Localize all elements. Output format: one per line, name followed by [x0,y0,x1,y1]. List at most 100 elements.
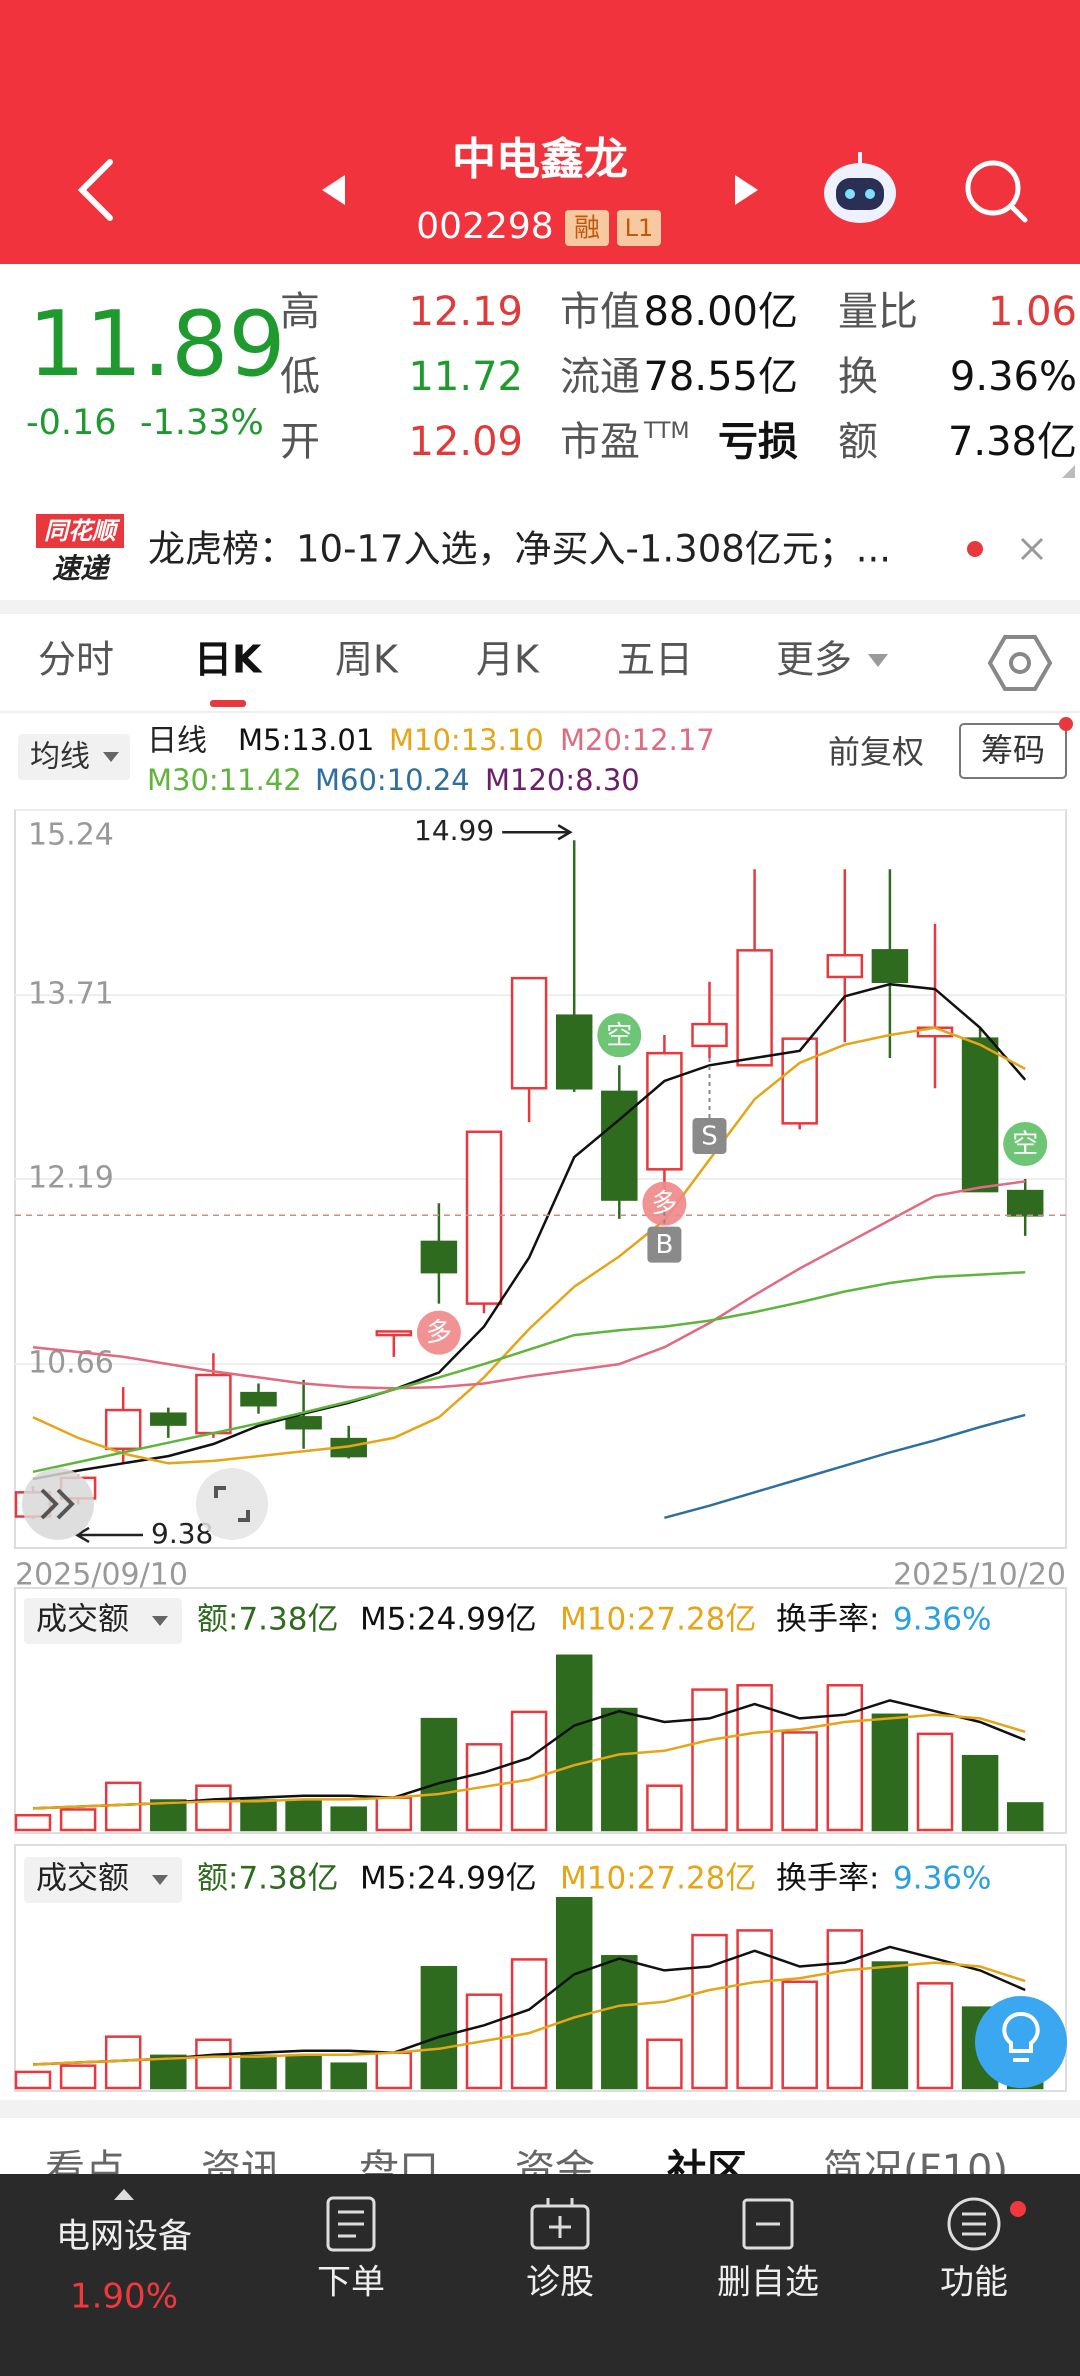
nav-item[interactable]: 功能 [940,2263,1008,2303]
news-dot [967,541,983,557]
y-tick-label: 15.24 [28,818,114,853]
volume-selector[interactable]: 成交额 [36,1602,129,1638]
sector-name[interactable]: 电网设备 [56,2217,192,2257]
signal-badge [1003,1122,1048,1166]
sector-arrow [114,2189,134,2200]
volume-bar [916,1732,954,1832]
chips-dot [1059,717,1073,731]
volume-bar [195,2038,232,2090]
candle-body [781,1037,818,1125]
volume-bar [781,1731,818,1832]
volume-bar [59,2064,97,2090]
tab[interactable]: 日K [194,638,263,682]
volume-bar [240,2054,277,2090]
volume-legend: 额:7.38亿 [197,1602,338,1638]
volume-legend: M10:27.28亿 [560,1861,756,1897]
badge: 融 [574,214,600,244]
volume-selector-bg[interactable] [24,1598,182,1644]
nav-item[interactable]: 下单 [317,2263,385,2303]
candle-body [150,1412,187,1426]
volume-selector[interactable]: 成交额 [36,1861,129,1897]
dropdown-arrow [868,654,888,667]
news-text[interactable]: 龙虎榜：10-17入选，净买入-1.308亿元；... [148,528,891,571]
x-tick-label: 2025/09/10 [15,1558,188,1593]
header-bg [0,0,1080,264]
corner-mark [1062,465,1075,478]
volume-bar [14,1813,52,1832]
volume-bar [691,1933,728,2090]
volume-bar [150,2054,187,2090]
adjust[interactable]: 前复权 [828,733,924,771]
change-pct: -1.33% [140,403,264,443]
volume-bar [691,1688,728,1832]
chips[interactable]: 筹码 [981,731,1045,769]
volume-bar [826,1929,864,2090]
assistant-icon[interactable] [824,152,896,223]
ma-legend: M30:11.42 [147,763,302,797]
candle-body [104,1408,142,1451]
tab[interactable]: 五日 [617,638,693,682]
volume-bar [150,1799,187,1832]
nav-item[interactable]: 诊股 [526,2263,594,2303]
volume-bar [871,1713,909,1832]
chips-button[interactable] [959,723,1067,779]
candle-body [736,949,773,1067]
signal-text: 空 [606,1021,632,1051]
quote-value: 12.19 [408,289,523,335]
volume-bar [330,2062,367,2090]
separator [0,2100,1080,2118]
ma-legend: M10:13.10 [389,723,544,757]
volume-selector-bg[interactable] [24,1857,182,1903]
candle-body [375,1330,413,1337]
tab[interactable]: 分时 [38,638,114,682]
candle-body [871,949,909,984]
signal-text: B [655,1230,673,1260]
quote-value: 12.09 [408,419,523,465]
expand-button[interactable] [196,1468,268,1540]
quote-label: 开 [280,419,320,465]
nav-item[interactable]: 删自选 [717,2263,819,2303]
volume-bar [601,1955,638,2090]
volume-bar [285,2054,322,2090]
volume-bar [736,1684,773,1832]
low-arrow [74,1526,143,1544]
nav-dot [1010,2201,1026,2217]
quote-label: 低 [280,354,320,400]
volume-bar [420,1966,458,2090]
signal-badge [416,1310,461,1355]
news-close[interactable] [1020,537,1044,561]
news-logo-text: 同花顺 [44,517,121,545]
candle-body [195,1373,232,1435]
volume-legend: 换手率: [776,1602,879,1638]
collapse-button[interactable] [22,1468,94,1540]
stock-name: 中电鑫龙 [452,134,628,185]
ma-selector[interactable]: 均线 [30,740,90,775]
prev-stock[interactable] [322,175,345,205]
volume-bar [510,1958,548,2090]
tab[interactable]: 周K [335,638,399,682]
signal-badge [597,1013,642,1058]
back-button[interactable] [77,159,113,221]
ma-legend: M5:13.01 [238,723,374,757]
volume-bar [375,2051,413,2090]
candle-body [961,1037,999,1193]
high-label: 14.99 [414,814,494,847]
quote-value: 78.55亿 [643,354,798,400]
quote-label: 市盈 [560,419,640,465]
ma-legend: M60:10.24 [315,763,470,797]
candle-body [601,1090,638,1201]
ma-line [32,1713,1026,1810]
ma-line [32,1026,1026,1465]
quote-label-sup: TTM [643,419,689,444]
search-icon[interactable] [965,160,1028,223]
signal-badge [642,1181,687,1226]
settings-icon[interactable] [987,635,1053,691]
tab[interactable]: 更多 [776,638,852,682]
next-stock[interactable] [735,175,758,205]
volume-legend: M5:24.99亿 [360,1861,537,1897]
dropdown-arrow [103,752,119,762]
tips-button[interactable] [975,1996,1067,2088]
volume-bar [555,1654,593,1832]
ma-selector-bg[interactable] [18,734,130,780]
tab[interactable]: 月K [476,638,540,682]
